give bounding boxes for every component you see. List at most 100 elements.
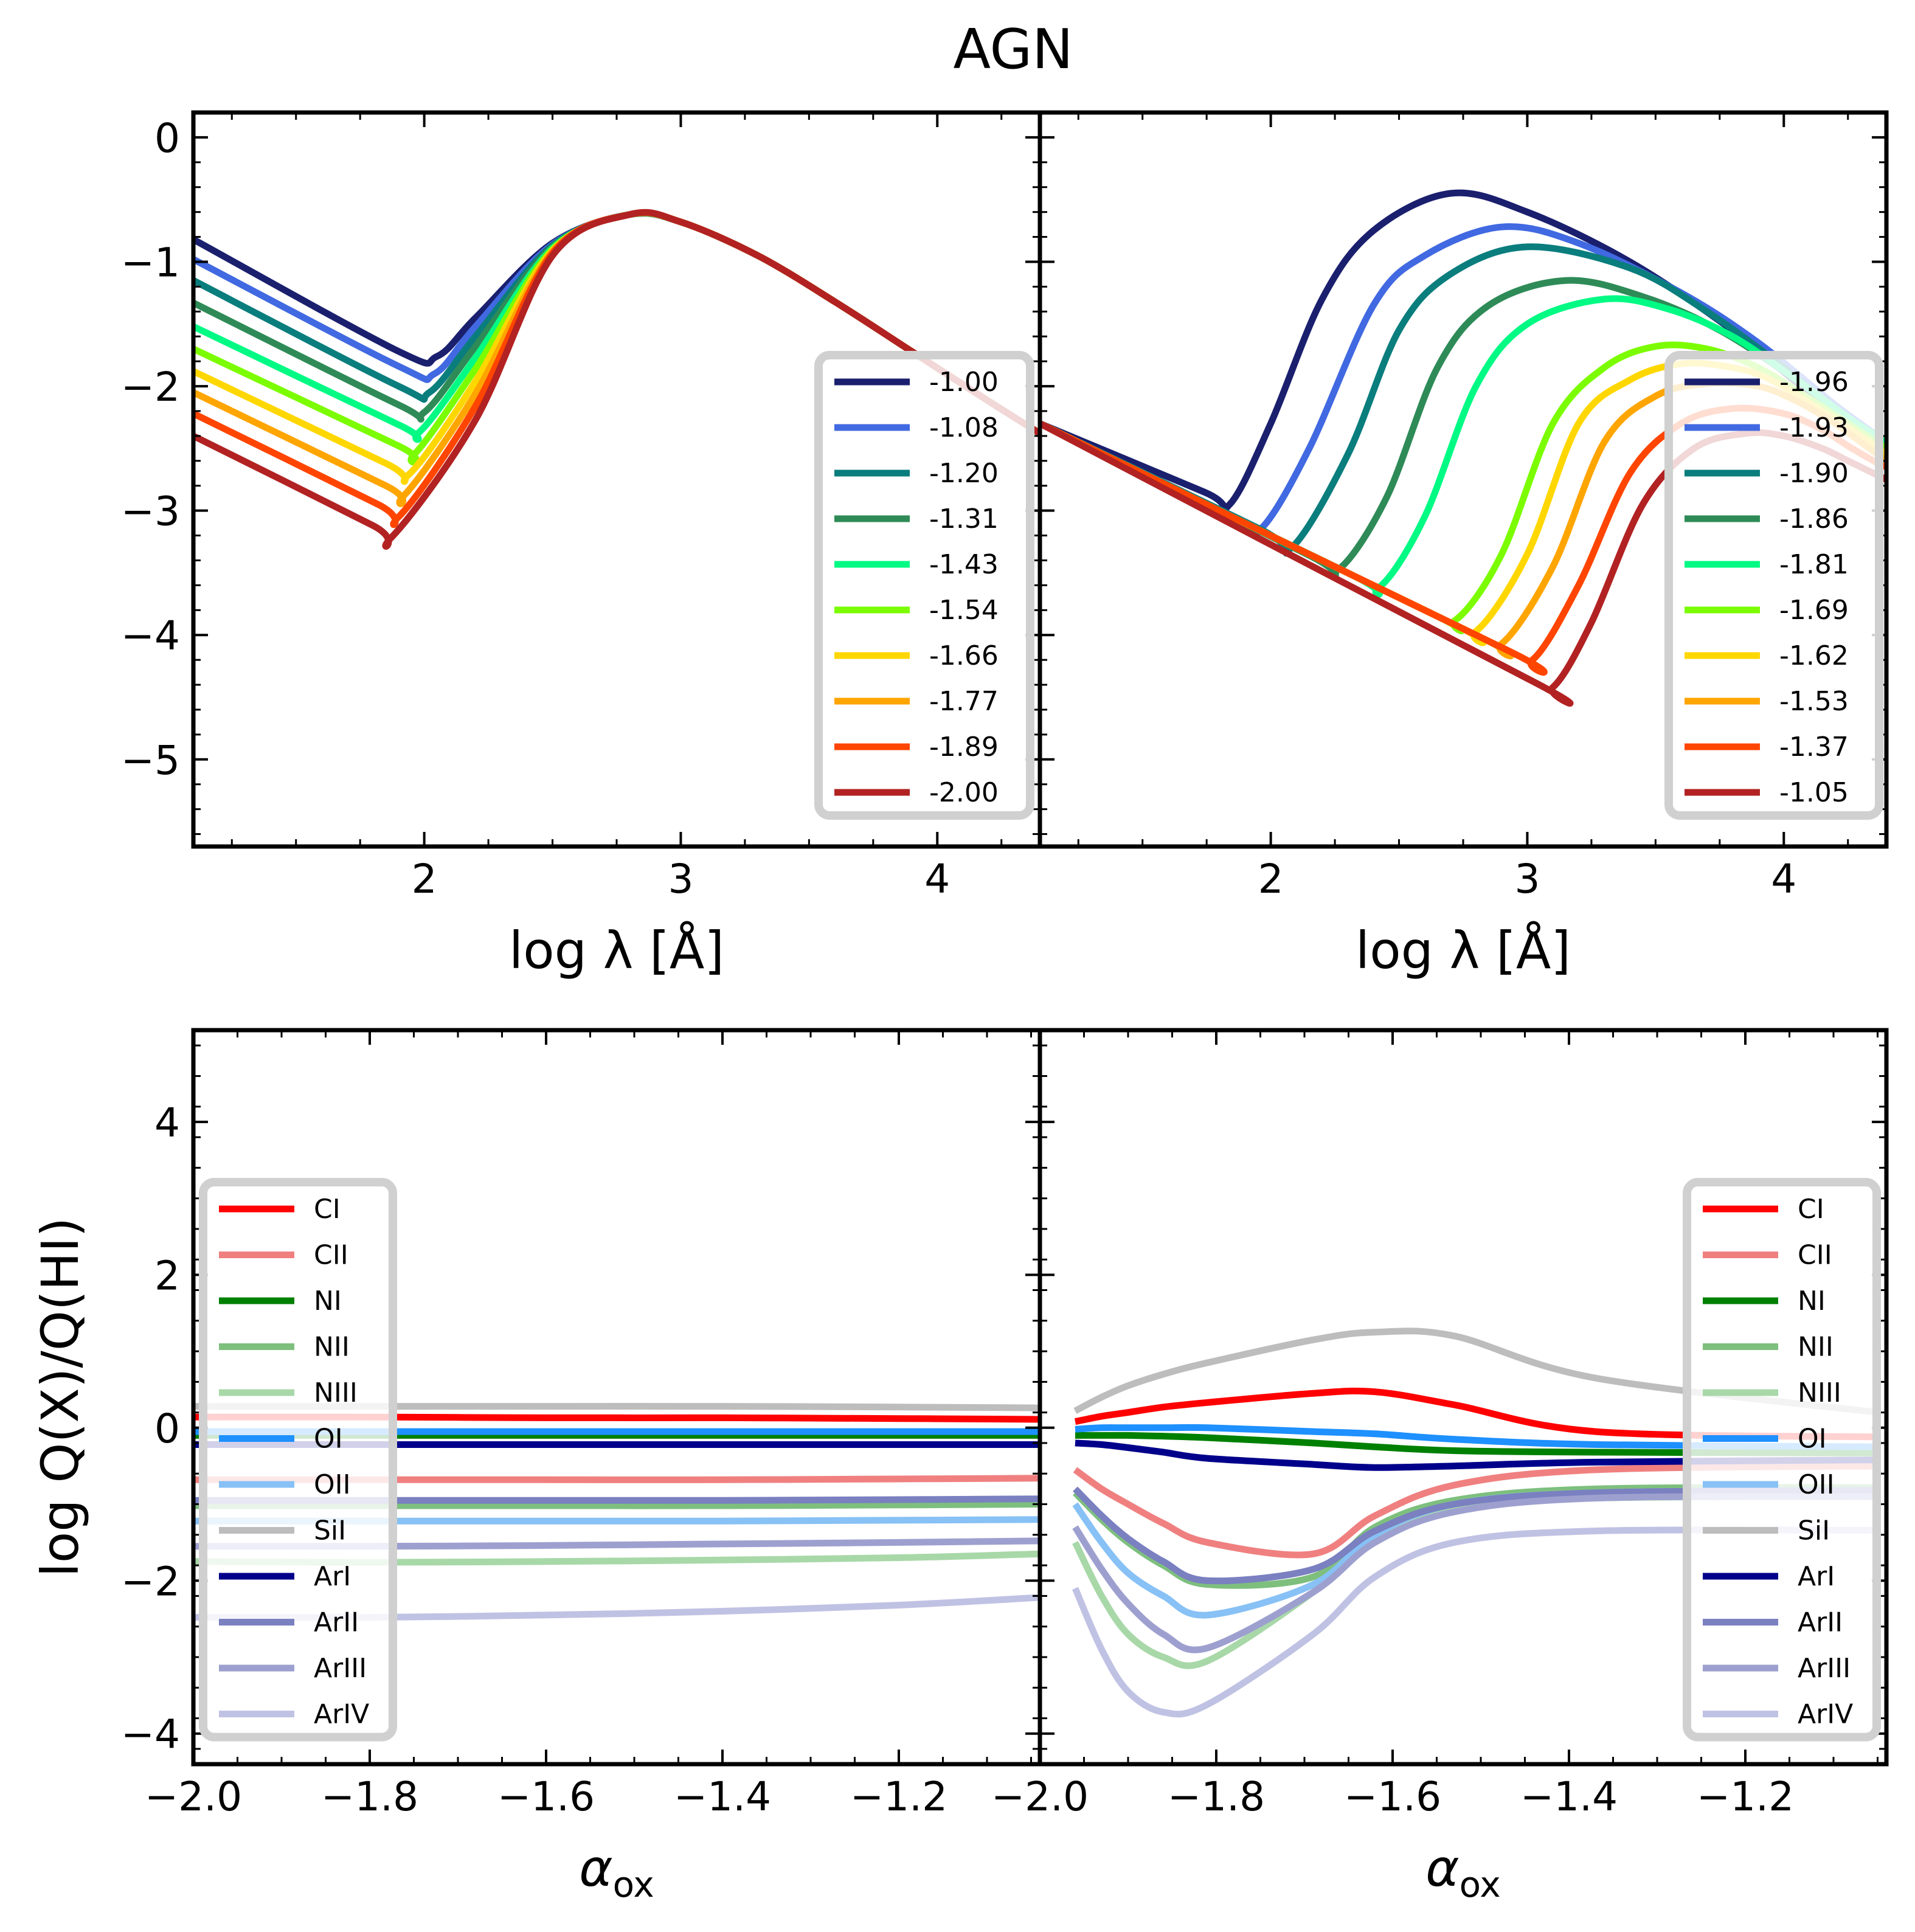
legend: -1.96 -1.93 -1.90 -1.86 -1.81 -1.69 -1.62 -1.53… <box>1664 351 1883 820</box>
legend-label-nii: NII <box>1798 1332 1834 1363</box>
y-tick-label: −4 <box>121 612 180 659</box>
y-tick-label: −1 <box>121 239 180 286</box>
y-tick-label: −2 <box>121 1558 180 1605</box>
plot-frame <box>1037 110 1889 849</box>
series-line-ari <box>1075 1439 1878 1471</box>
legend-label-oi: OI <box>1798 1424 1827 1455</box>
legend-label-nii: NII <box>314 1332 350 1363</box>
x-axis-label: log λ [Å] <box>1356 920 1571 980</box>
legend-label-1-93: -1.93 <box>1779 412 1849 443</box>
legend: -1.00 -1.08 -1.20 -1.31 -1.43 -1.54 -1.66 -1.77… <box>814 351 1034 820</box>
legend-label-oii: OII <box>1798 1469 1835 1500</box>
legend: CI CII NI NII NIII OI OII SiI ArI ArII ArIII ArIV <box>199 1178 397 1742</box>
legend-label-1-66: -1.66 <box>929 640 999 671</box>
legend-label-1-43: -1.43 <box>929 549 999 580</box>
x-axis-label: αox <box>1425 1838 1500 1905</box>
legend-label-1-37: -1.37 <box>1779 732 1849 763</box>
series-line-arii <box>1073 1486 1878 1585</box>
y-tick-label: −5 <box>121 737 180 784</box>
legend-label-ci: CI <box>1798 1194 1824 1225</box>
legend-label-sii: SiI <box>314 1515 346 1546</box>
legend-label-1-86: -1.86 <box>1779 504 1849 535</box>
x-tick-label: 2 <box>412 856 437 902</box>
series-line-ci <box>1074 1387 1878 1441</box>
x-tick-label: 2 <box>1258 856 1284 902</box>
legend-label-1-00: -1.00 <box>929 367 999 398</box>
legend-label-niii: NIII <box>314 1377 358 1408</box>
legend-label-ariii: ArIII <box>1798 1653 1851 1684</box>
legend-label-1-54: -1.54 <box>929 595 999 626</box>
legend-label-1-08: -1.08 <box>929 412 999 443</box>
legend: CI CII NI NII NIII OI OII SiI ArI ArII ArIII ArIV <box>1683 1178 1881 1742</box>
x-tick-label: −1.8 <box>321 1773 418 1820</box>
y-tick-label: −4 <box>121 1711 180 1758</box>
legend-label-1-89: -1.89 <box>929 732 999 763</box>
y-axis-label: log Q(X)/Q(HI) <box>30 1217 90 1577</box>
panel-ratios-left: −2.0 −1.8 −1.6 −1.4 −1.2 4 2 0 −2 −4 αox log Q(X)/Q… <box>30 1028 1042 1905</box>
legend-label-1-69: -1.69 <box>1779 595 1849 626</box>
x-tick-label: −2.0 <box>145 1773 242 1820</box>
y-tick-label: 0 <box>154 1405 180 1452</box>
legend-label-arii: ArII <box>1798 1607 1843 1638</box>
series-line-ni <box>1075 1432 1878 1456</box>
legend-label-ariv: ArIV <box>1798 1699 1853 1730</box>
legend-label-1-20: -1.20 <box>929 458 999 489</box>
series-line-ariii <box>1072 1493 1878 1653</box>
legend-label-ari: ArI <box>1798 1561 1835 1592</box>
x-tick-label: −1.8 <box>1168 1773 1265 1820</box>
x-tick-label: −1.6 <box>497 1773 595 1820</box>
x-tick-label: −2.0 <box>991 1773 1089 1820</box>
legend-label-1-62: -1.62 <box>1779 640 1849 671</box>
legend-label-ariii: ArIII <box>314 1653 367 1684</box>
legend-label-1-77: -1.77 <box>929 686 999 717</box>
x-tick-label: −1.6 <box>1344 1773 1441 1820</box>
legend-label-ci: CI <box>314 1194 341 1225</box>
series-line-cii <box>1073 1463 1878 1559</box>
series-line-sii <box>1073 1328 1879 1416</box>
legend-label-arii: ArII <box>314 1607 359 1638</box>
x-tick-label: 4 <box>1771 856 1796 902</box>
legend-box <box>1683 1178 1881 1742</box>
y-tick-label: 2 <box>154 1252 180 1299</box>
x-tick-label: −1.2 <box>1697 1773 1794 1820</box>
x-tick-label: −1.4 <box>674 1773 771 1820</box>
x-axis-label: log λ [Å] <box>509 920 724 980</box>
panel-ratios-right: −2.0 −1.8 −1.6 −1.4 −1.2 αox CI CII NI NII NIII OI O… <box>991 1028 1889 1905</box>
series-line-oi <box>1075 1424 1878 1450</box>
y-tick-label: 0 <box>154 115 180 162</box>
legend-label-1-31: -1.31 <box>929 504 999 535</box>
series-lines <box>1072 1328 1879 1718</box>
legend-label-1-81: -1.81 <box>1779 549 1849 580</box>
legend-box <box>199 1178 397 1742</box>
series-line-ariv <box>1072 1526 1878 1718</box>
legend-label-niii: NIII <box>1798 1377 1841 1408</box>
legend-label-2-00: -2.00 <box>929 777 999 808</box>
legend-label-1-53: -1.53 <box>1779 686 1849 717</box>
legend-label-1-05: -1.05 <box>1779 777 1849 808</box>
legend-label-ari: ArI <box>314 1561 351 1592</box>
legend-label-cii: CII <box>314 1240 348 1271</box>
x-tick-label: 4 <box>924 856 950 902</box>
y-tick-label: −3 <box>121 488 180 535</box>
x-tick-label: 3 <box>1514 856 1540 902</box>
legend-label-sii: SiI <box>1798 1515 1830 1546</box>
y-tick-label: −2 <box>121 364 180 410</box>
figure-title: AGN <box>953 18 1073 81</box>
legend-label-ni: NI <box>314 1286 342 1317</box>
x-tick-label: −1.4 <box>1520 1773 1618 1820</box>
legend-label-ni: NI <box>1798 1286 1826 1317</box>
legend-label-1-96: -1.96 <box>1779 367 1849 398</box>
legend-label-cii: CII <box>1798 1240 1832 1271</box>
legend-label-oi: OI <box>314 1424 343 1455</box>
series-line-2-00 <box>193 209 1040 550</box>
x-tick-label: 3 <box>668 856 693 902</box>
plot-frame <box>1037 1028 1889 1767</box>
x-tick-label: −1.2 <box>850 1773 947 1820</box>
legend-label-oii: OII <box>314 1469 351 1500</box>
x-axis-label: αox <box>579 1838 654 1905</box>
y-tick-label: 4 <box>154 1099 180 1146</box>
legend-label-1-90: -1.90 <box>1779 458 1849 489</box>
